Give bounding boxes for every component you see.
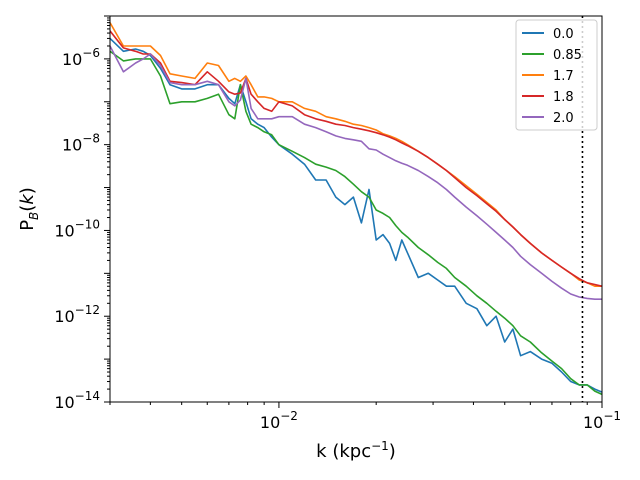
plot-frame — [109, 15, 603, 403]
y-tick-label-1: 10−8 — [62, 132, 100, 155]
y-tick-label-2: 10−10 — [54, 217, 100, 240]
legend-box — [515, 19, 598, 131]
legend-label-4: 2.0 — [553, 111, 574, 126]
y-axis-label: PB(k) — [17, 187, 41, 231]
y-tick-label-0: 10−6 — [62, 46, 100, 69]
x-axis-ticks: 10−2 10−1 — [109, 402, 621, 432]
series-lines — [110, 22, 602, 396]
x-axis-label: k (kpc−1) — [316, 439, 396, 462]
series-line-0 — [110, 37, 602, 393]
legend: 0.0 0.85 1.7 1.8 2.0 — [515, 19, 598, 131]
y-axis-ticks: 10−6 10−8 10−10 10−12 10−14 — [54, 15, 110, 412]
legend-label-3: 1.8 — [553, 90, 574, 105]
x-tick-label-0: 10−2 — [260, 409, 298, 432]
legend-label-2: 1.7 — [553, 69, 574, 84]
legend-label-0: 0.0 — [553, 27, 574, 42]
y-tick-label-4: 10−14 — [54, 389, 100, 412]
x-tick-label-1: 10−1 — [583, 409, 621, 432]
series-line-4 — [110, 45, 602, 301]
series-line-3 — [110, 30, 602, 287]
legend-label-1: 0.85 — [553, 48, 582, 63]
y-tick-label-3: 10−12 — [54, 303, 100, 326]
series-line-1 — [110, 50, 602, 396]
